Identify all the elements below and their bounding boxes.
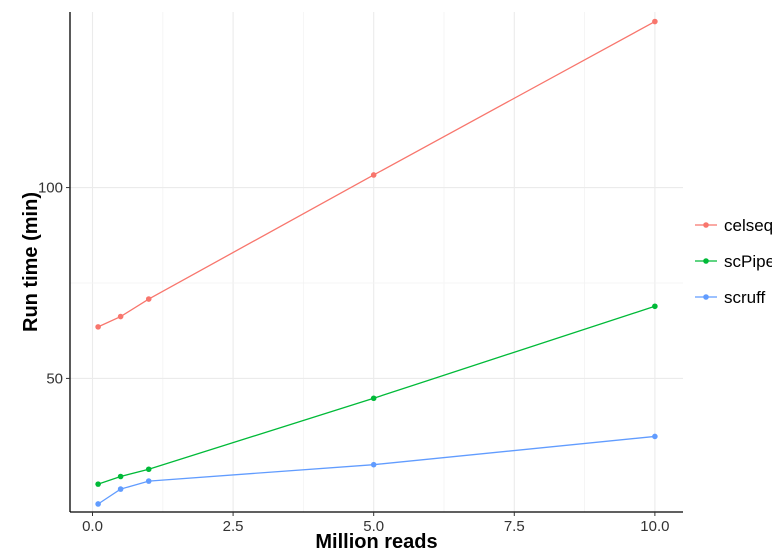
tick-group: 0.0 2.5 5.0 7.5 10.0 50 100 [38, 180, 670, 535]
data-point-scPipe [95, 481, 101, 487]
series-line-scPipe [97, 305, 656, 485]
legend-label: scruff [724, 288, 766, 307]
x-tick-label: 7.5 [504, 518, 525, 535]
data-point-celseq2 [95, 324, 101, 330]
series-group [95, 18, 658, 507]
data-point-scPipe [117, 473, 124, 480]
data-point-celseq2 [370, 172, 377, 178]
axes [69, 12, 683, 513]
series-line-scruff [97, 435, 655, 505]
x-tick-label: 10.0 [640, 518, 669, 535]
data-point-scruff [370, 461, 377, 468]
data-point-scruff [145, 478, 152, 484]
y-tick-label: 100 [38, 180, 63, 197]
x-axis-title: Million reads [315, 531, 437, 553]
legend-key-point [703, 222, 709, 228]
y-tick-label: 50 [46, 370, 63, 387]
x-tick-label: 2.5 [223, 518, 244, 535]
data-point-scruff [95, 501, 101, 507]
data-point-celseq2 [117, 313, 124, 320]
x-tick-label: 5.0 [363, 518, 384, 535]
data-point-scruff [652, 433, 658, 440]
data-point-scPipe [652, 303, 658, 310]
legend-key-point [703, 294, 709, 300]
data-point-scruff [117, 486, 124, 492]
y-axis-title: Run time (min) [20, 192, 42, 332]
data-point-scPipe [145, 466, 152, 473]
legend-key-point [703, 258, 709, 264]
legend-label: celseq2 [724, 216, 772, 235]
series-line-celseq2 [97, 20, 656, 328]
x-tick-label: 0.0 [82, 518, 103, 535]
grid-lines [70, 12, 683, 512]
legend: celseq2 scPipe scruff [695, 216, 772, 307]
data-point-scPipe [370, 395, 377, 402]
legend-label: scPipe [724, 252, 772, 271]
data-point-celseq2 [145, 296, 152, 302]
data-point-celseq2 [652, 18, 658, 25]
